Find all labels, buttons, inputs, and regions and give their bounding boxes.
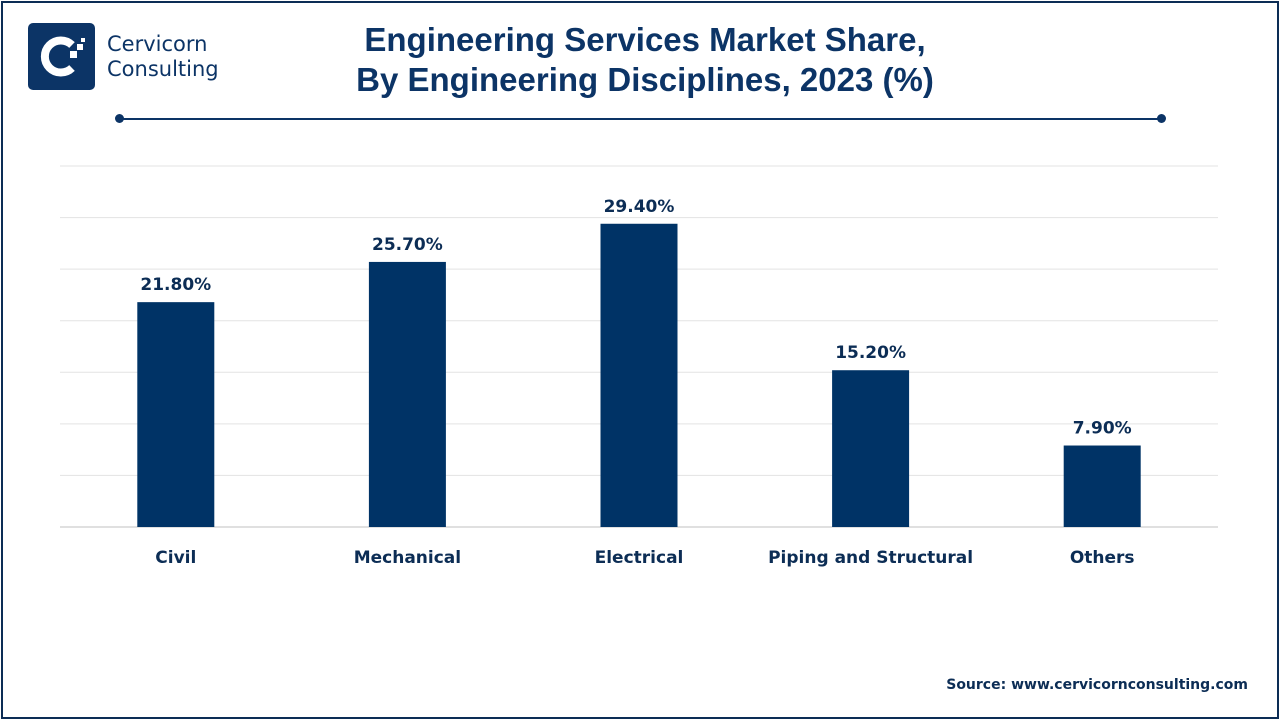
bar-piping-and-structural	[832, 370, 910, 527]
data-label: 29.40%	[604, 197, 675, 217]
divider-dot-right	[1157, 114, 1166, 123]
x-tick-label: Mechanical	[354, 548, 461, 568]
data-label: 25.70%	[372, 235, 443, 255]
title-line1: Engineering Services Market Share,	[364, 21, 926, 58]
bar-electrical	[600, 223, 678, 527]
bar-mechanical	[368, 261, 446, 527]
data-label: 15.20%	[835, 343, 906, 363]
bar-others	[1063, 445, 1141, 527]
x-tick-label: Others	[1070, 548, 1135, 568]
logo-icon	[28, 23, 95, 90]
logo: Cervicorn Consulting	[28, 23, 219, 90]
logo-text-line2: Consulting	[107, 56, 219, 81]
logo-text-line1: Cervicorn	[107, 31, 208, 56]
bar-civil	[137, 302, 215, 527]
x-tick-label: Piping and Structural	[768, 548, 973, 568]
source-text: Source: www.cervicornconsulting.com	[946, 677, 1248, 693]
x-tick-label: Electrical	[595, 548, 684, 568]
data-label: 7.90%	[1073, 419, 1132, 439]
title-line2: By Engineering Disciplines, 2023 (%)	[356, 61, 934, 98]
title-divider	[120, 118, 1162, 120]
data-label: 21.80%	[140, 275, 211, 295]
divider-dot-left	[115, 114, 124, 123]
x-tick-label: Civil	[155, 548, 196, 568]
chart-title: Engineering Services Market Share, By En…	[300, 20, 990, 100]
